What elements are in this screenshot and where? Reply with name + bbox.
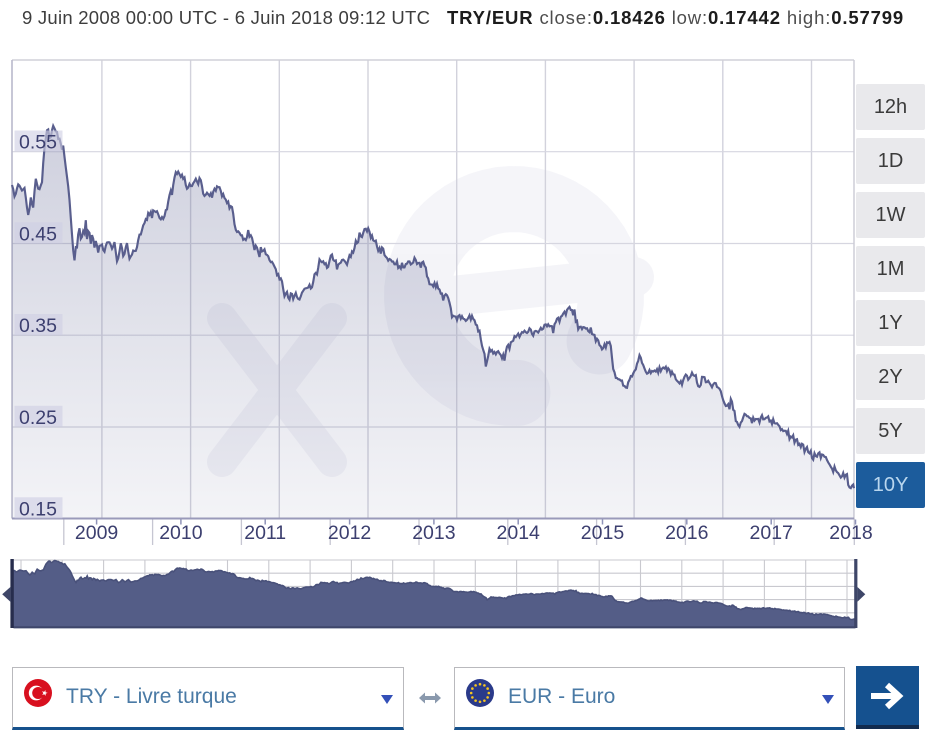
svg-text:2013: 2013 [412,522,455,544]
svg-text:2012: 2012 [328,522,371,544]
svg-text:2014: 2014 [497,522,541,544]
svg-text:2018: 2018 [829,522,872,544]
svg-text:0.55: 0.55 [19,132,57,154]
svg-text:0.45: 0.45 [19,223,57,245]
svg-text:0.25: 0.25 [19,407,57,429]
svg-text:2016: 2016 [665,522,708,544]
svg-text:2010: 2010 [159,522,203,544]
svg-text:0.35: 0.35 [19,315,57,337]
svg-text:2011: 2011 [244,522,286,544]
svg-text:2009: 2009 [75,522,118,544]
svg-text:2015: 2015 [581,522,625,544]
svg-text:0.15: 0.15 [19,498,57,520]
svg-text:2017: 2017 [750,522,793,544]
